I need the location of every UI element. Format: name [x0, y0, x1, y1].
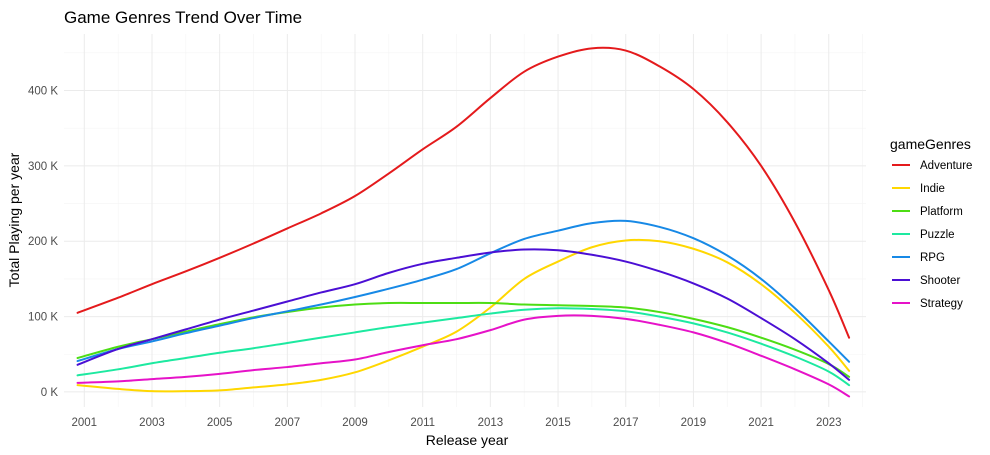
x-tick-label: 2021: [748, 417, 774, 429]
x-tick-label: 2019: [681, 417, 707, 429]
x-axis-ticks: 2001 2003 2005 2007 2009 2011 2013 2015 2017 2019…: [72, 417, 842, 429]
legend-item-shooter: Shooter: [892, 275, 960, 287]
legend-label: Strategy: [920, 298, 963, 310]
chart-title: Game Genres Trend Over Time: [64, 8, 302, 27]
series-line-shooter: [76, 248, 851, 381]
legend-label: Platform: [920, 206, 963, 218]
series-line-rpg: [76, 219, 851, 363]
x-tick-label: 2003: [139, 417, 165, 429]
legend-label: Puzzle: [920, 229, 955, 241]
legend-item-indie: Indie: [892, 183, 945, 195]
x-tick-label: 2011: [410, 417, 435, 429]
gridlines: [64, 34, 866, 407]
legend-title: gameGenres: [890, 136, 971, 152]
legend-item-rpg: RPG: [892, 252, 945, 264]
y-tick-label: 0 K: [41, 387, 59, 399]
legend-item-platform: Platform: [892, 206, 963, 218]
legend-items: Adventure Indie Platform Puzzle RPG Shooter St…: [892, 160, 972, 310]
y-tick-label: 200 K: [28, 236, 58, 248]
series-line-adventure: [76, 46, 851, 339]
x-tick-label: 2007: [275, 417, 301, 429]
legend-item-strategy: Strategy: [892, 298, 963, 310]
x-tick-label: 2023: [816, 417, 842, 429]
x-tick-label: 2017: [613, 417, 639, 429]
x-axis-label: Release year: [426, 432, 509, 448]
legend-item-adventure: Adventure: [892, 160, 972, 172]
x-tick-label: 2009: [342, 417, 368, 429]
x-tick-label: 2001: [72, 417, 98, 429]
series-line-indie: [76, 238, 851, 393]
y-tick-label: 300 K: [28, 161, 58, 173]
x-tick-label: 2005: [207, 417, 233, 429]
series-lines: [76, 46, 851, 398]
legend-label: Indie: [920, 183, 945, 195]
y-tick-label: 400 K: [28, 86, 58, 98]
series-line-puzzle: [76, 307, 851, 387]
series-line-strategy: [76, 314, 851, 398]
legend-label: RPG: [920, 252, 945, 264]
y-tick-label: 100 K: [28, 312, 58, 324]
x-tick-label: 2015: [545, 417, 571, 429]
legend-label: Shooter: [920, 275, 960, 287]
legend-label: Adventure: [920, 160, 972, 172]
legend-item-puzzle: Puzzle: [892, 229, 955, 241]
x-tick-label: 2013: [478, 417, 504, 429]
y-axis-ticks: 0 K 100 K 200 K 300 K 400 K: [28, 86, 58, 399]
legend: gameGenres Adventure Indie Platform Puzzle R…: [890, 136, 972, 310]
series-line-platform: [76, 301, 851, 378]
y-axis-label: Total Playing per year: [6, 152, 22, 287]
